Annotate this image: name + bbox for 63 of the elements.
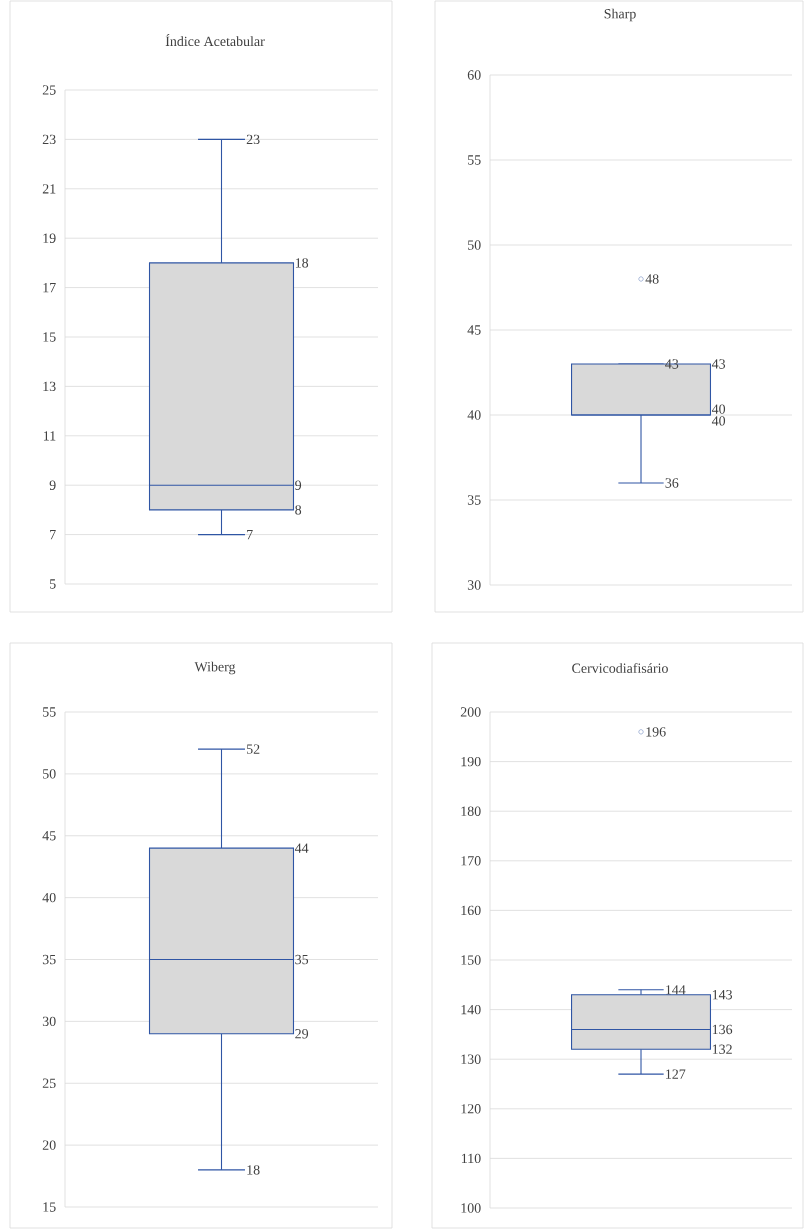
y-tick-label: 23 [42,134,56,145]
y-tick-label: 50 [468,240,481,250]
annotation: 144 [666,985,686,995]
y-tick-label: 170 [461,856,481,866]
annotation: 132 [712,1044,732,1054]
y-tick-label: 30 [42,1016,56,1027]
annotation: 23 [246,134,260,145]
annotation: 43 [711,359,726,369]
chart-title: Sharp [604,8,636,22]
y-tick-label: 19 [43,233,56,243]
annotation: 35 [295,954,309,965]
y-tick-label: 60 [467,70,481,80]
annotation: 8 [295,505,302,515]
y-tick-label: 45 [42,831,56,841]
y-tick-label: 30 [467,580,481,590]
y-tick-label: 11 [43,431,56,441]
chart-title: Cervicodiafisário [572,663,668,673]
y-tick-label: 20 [42,1140,56,1150]
y-tick-label: 110 [461,1153,481,1164]
y-tick-label: 190 [461,756,481,767]
y-tick-label: 25 [42,85,56,95]
y-tick-label: 17 [43,282,56,293]
y-tick-label: 55 [468,155,481,165]
y-tick-label: 13 [43,381,56,392]
annotation: 9 [295,480,302,490]
y-tick-label: 45 [467,325,481,335]
annotation: 36 [665,478,679,488]
y-tick-label: 21 [42,184,56,194]
annotation: 196 [646,727,666,737]
y-tick-label: 40 [467,410,481,420]
annotation: 44 [294,843,309,853]
y-tick-label: 150 [461,955,481,965]
annotation: 127 [666,1069,686,1079]
annotation: 40 [711,404,726,414]
y-tick-label: 7 [50,530,56,540]
annotation: 29 [295,1029,309,1039]
annotation: 7 [247,530,253,540]
annotation: 52 [246,744,260,754]
y-tick-label: 25 [42,1078,56,1088]
annotation: 143 [712,990,733,1000]
y-tick-label: 140 [461,1004,481,1015]
y-tick-label: 55 [43,707,56,717]
annotation: 136 [712,1024,733,1035]
annotation: 18 [295,258,309,268]
y-tick-label: 200 [460,707,481,717]
y-tick-label: 15 [43,1202,56,1212]
annotation: 18 [247,1165,260,1175]
y-tick-label: 180 [461,806,481,816]
y-tick-label: 35 [42,954,56,965]
y-tick-label: 15 [43,332,56,342]
y-tick-label: 160 [461,905,481,916]
y-tick-label: 5 [50,579,56,589]
annotation: 48 [645,274,659,284]
chart-title: Índice Acetabular [165,33,265,47]
y-tick-label: 100 [461,1203,481,1213]
y-tick-label: 120 [461,1104,481,1114]
chart-title: Wiberg [194,661,236,675]
y-tick-label: 35 [467,495,481,505]
y-tick-label: 130 [461,1054,481,1064]
y-tick-label: 9 [49,480,56,490]
y-tick-label: 50 [43,769,56,779]
annotation: 40 [711,416,726,426]
y-tick-label: 40 [42,892,56,903]
